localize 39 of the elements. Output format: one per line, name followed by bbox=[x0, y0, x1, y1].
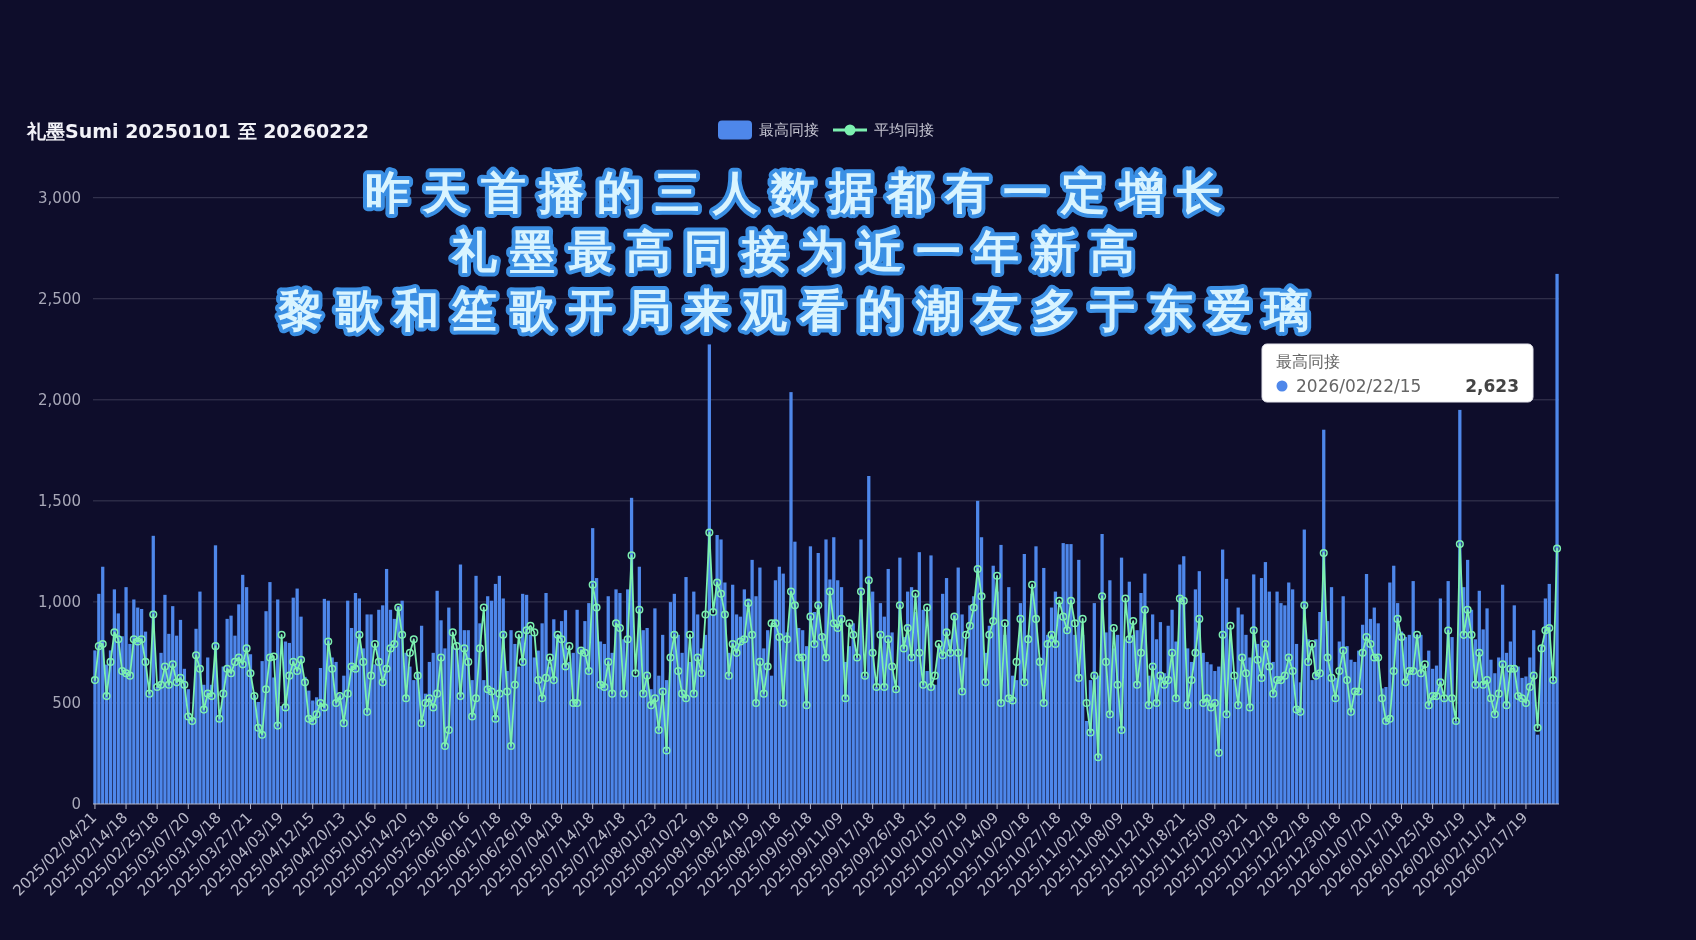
bar bbox=[715, 535, 719, 804]
bar bbox=[268, 582, 272, 804]
annotation: 2026/02/22/15 bbox=[1296, 376, 1422, 396]
bar bbox=[789, 392, 793, 804]
bar bbox=[614, 589, 618, 804]
bar bbox=[824, 539, 828, 804]
annotation: 最高同接 bbox=[1276, 351, 1340, 371]
bar bbox=[198, 591, 202, 804]
bar bbox=[544, 593, 548, 804]
y-tick-label: 0 bbox=[71, 795, 81, 813]
bar bbox=[1065, 544, 1069, 804]
bar bbox=[653, 608, 657, 804]
bar bbox=[645, 627, 649, 804]
y-tick-label: 1,500 bbox=[38, 491, 81, 510]
bar bbox=[1555, 273, 1559, 804]
y-tick-label: 1,000 bbox=[38, 592, 81, 611]
tooltip: 最高同接 2026/02/22/15 2,623 bbox=[1261, 343, 1534, 403]
bar bbox=[1034, 546, 1038, 804]
bar bbox=[719, 539, 723, 804]
bar bbox=[124, 587, 128, 804]
chart-title: 礼墨Sumi 20250101 至 20260222 bbox=[26, 120, 369, 142]
y-tick-label: 500 bbox=[52, 693, 81, 712]
legend-label: 平均同接 bbox=[874, 121, 934, 139]
bar bbox=[684, 577, 688, 804]
bar bbox=[1485, 608, 1489, 804]
bar bbox=[474, 575, 478, 804]
bar bbox=[575, 609, 579, 804]
caption: 昨天首播的三人数据都有一定增长 礼墨最高同接为近一年新高 黎歌和笙歌开局来观看的潮友多于东爱璃 bbox=[278, 165, 1322, 337]
y-tick-label: 2,000 bbox=[38, 390, 81, 409]
bar bbox=[1069, 544, 1073, 804]
bar bbox=[163, 594, 167, 804]
bar bbox=[1275, 591, 1279, 804]
bar bbox=[229, 615, 233, 804]
bar bbox=[1209, 664, 1213, 804]
y-tick-label: 2,500 bbox=[38, 289, 81, 308]
y-tick-label: 3,000 bbox=[38, 188, 81, 207]
annotation: 2,623 bbox=[1465, 376, 1519, 396]
legend-label: 最高同接 bbox=[759, 121, 819, 139]
bar bbox=[758, 567, 762, 804]
